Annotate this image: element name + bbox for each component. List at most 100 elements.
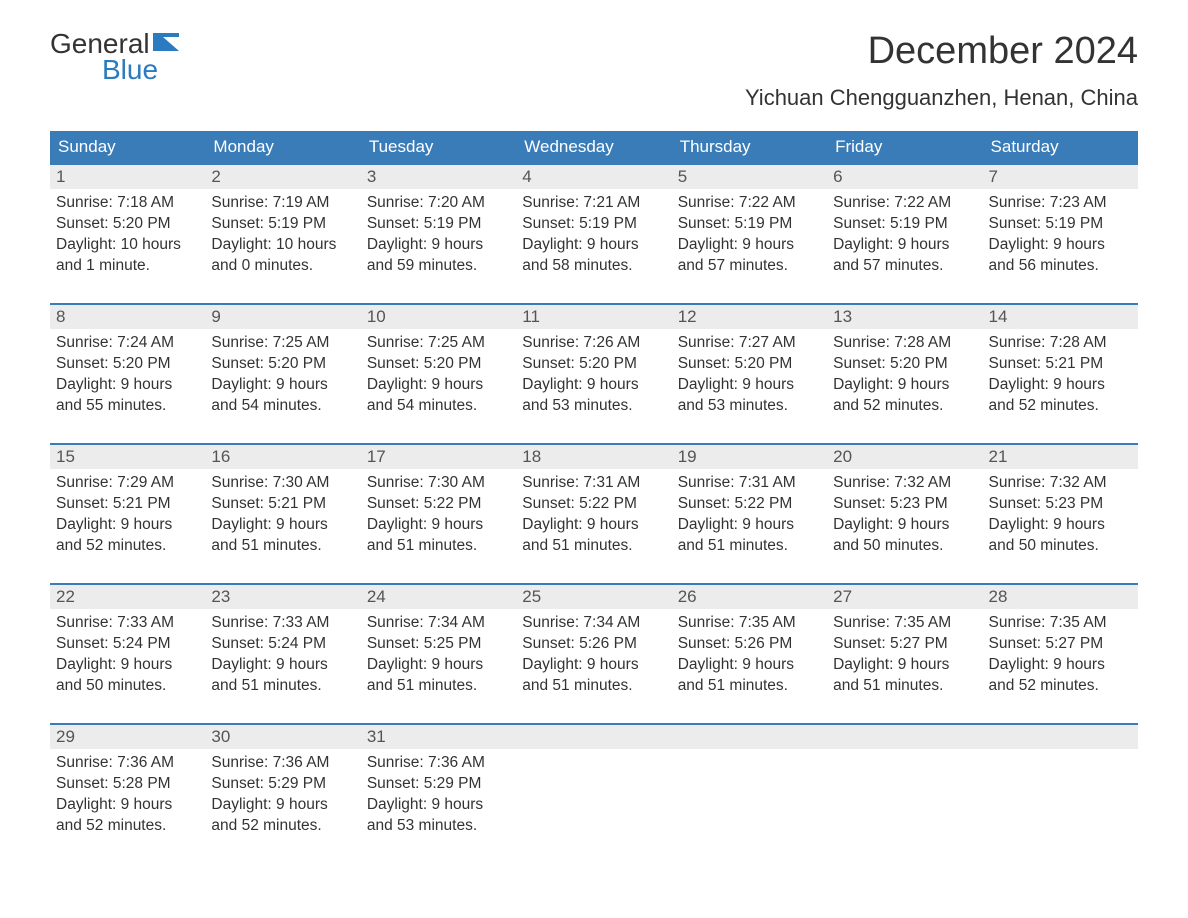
calendar-day: 13Sunrise: 7:28 AMSunset: 5:20 PMDayligh… <box>827 305 982 425</box>
page-title: December 2024 <box>745 30 1138 73</box>
dow-cell: Friday <box>827 131 982 163</box>
dow-cell: Sunday <box>50 131 205 163</box>
day-number <box>983 725 1138 749</box>
dl1-line: Daylight: 9 hours <box>211 375 354 396</box>
sunrise-line: Sunrise: 7:19 AM <box>211 193 354 214</box>
dl2-line: and 50 minutes. <box>989 536 1132 557</box>
dl2-line: and 51 minutes. <box>833 676 976 697</box>
calendar-day: 6Sunrise: 7:22 AMSunset: 5:19 PMDaylight… <box>827 165 982 285</box>
dl2-line: and 50 minutes. <box>833 536 976 557</box>
sunset-line: Sunset: 5:24 PM <box>56 634 199 655</box>
title-block: December 2024 Yichuan Chengguanzhen, Hen… <box>745 30 1138 121</box>
dow-cell: Monday <box>205 131 360 163</box>
day-body: Sunrise: 7:28 AMSunset: 5:20 PMDaylight:… <box>827 329 982 421</box>
sunset-line: Sunset: 5:26 PM <box>678 634 821 655</box>
day-body: Sunrise: 7:25 AMSunset: 5:20 PMDaylight:… <box>361 329 516 421</box>
dl2-line: and 53 minutes. <box>678 396 821 417</box>
sunrise-line: Sunrise: 7:24 AM <box>56 333 199 354</box>
sunrise-line: Sunrise: 7:36 AM <box>211 753 354 774</box>
dl1-line: Daylight: 10 hours <box>211 235 354 256</box>
calendar-day: 2Sunrise: 7:19 AMSunset: 5:19 PMDaylight… <box>205 165 360 285</box>
dl1-line: Daylight: 9 hours <box>678 655 821 676</box>
calendar-day: 23Sunrise: 7:33 AMSunset: 5:24 PMDayligh… <box>205 585 360 705</box>
day-body: Sunrise: 7:26 AMSunset: 5:20 PMDaylight:… <box>516 329 671 421</box>
dl1-line: Daylight: 9 hours <box>833 515 976 536</box>
calendar-day: 10Sunrise: 7:25 AMSunset: 5:20 PMDayligh… <box>361 305 516 425</box>
dl2-line: and 51 minutes. <box>678 536 821 557</box>
day-number: 15 <box>50 445 205 469</box>
day-number: 10 <box>361 305 516 329</box>
dl1-line: Daylight: 9 hours <box>56 795 199 816</box>
sunrise-line: Sunrise: 7:30 AM <box>211 473 354 494</box>
sunrise-line: Sunrise: 7:33 AM <box>56 613 199 634</box>
dl1-line: Daylight: 9 hours <box>989 655 1132 676</box>
dl1-line: Daylight: 9 hours <box>367 235 510 256</box>
dl1-line: Daylight: 9 hours <box>367 795 510 816</box>
sunset-line: Sunset: 5:20 PM <box>56 354 199 375</box>
day-number: 5 <box>672 165 827 189</box>
day-body: Sunrise: 7:33 AMSunset: 5:24 PMDaylight:… <box>205 609 360 701</box>
sunrise-line: Sunrise: 7:27 AM <box>678 333 821 354</box>
day-body: Sunrise: 7:36 AMSunset: 5:29 PMDaylight:… <box>205 749 360 841</box>
sunrise-line: Sunrise: 7:25 AM <box>211 333 354 354</box>
dl1-line: Daylight: 9 hours <box>989 515 1132 536</box>
sunset-line: Sunset: 5:29 PM <box>211 774 354 795</box>
dl1-line: Daylight: 9 hours <box>833 375 976 396</box>
sunrise-line: Sunrise: 7:20 AM <box>367 193 510 214</box>
day-body: Sunrise: 7:22 AMSunset: 5:19 PMDaylight:… <box>827 189 982 281</box>
day-body: Sunrise: 7:32 AMSunset: 5:23 PMDaylight:… <box>983 469 1138 561</box>
calendar-day: 29Sunrise: 7:36 AMSunset: 5:28 PMDayligh… <box>50 725 205 845</box>
calendar-day: 19Sunrise: 7:31 AMSunset: 5:22 PMDayligh… <box>672 445 827 565</box>
day-number: 12 <box>672 305 827 329</box>
dl1-line: Daylight: 9 hours <box>678 235 821 256</box>
sunset-line: Sunset: 5:23 PM <box>833 494 976 515</box>
dl2-line: and 52 minutes. <box>56 536 199 557</box>
calendar-day: 1Sunrise: 7:18 AMSunset: 5:20 PMDaylight… <box>50 165 205 285</box>
day-body: Sunrise: 7:31 AMSunset: 5:22 PMDaylight:… <box>516 469 671 561</box>
calendar-day <box>672 725 827 845</box>
day-number: 9 <box>205 305 360 329</box>
calendar: SundayMondayTuesdayWednesdayThursdayFrid… <box>50 131 1138 845</box>
calendar-day: 9Sunrise: 7:25 AMSunset: 5:20 PMDaylight… <box>205 305 360 425</box>
dow-cell: Tuesday <box>361 131 516 163</box>
sunrise-line: Sunrise: 7:30 AM <box>367 473 510 494</box>
dl2-line: and 53 minutes. <box>522 396 665 417</box>
day-number <box>516 725 671 749</box>
day-body: Sunrise: 7:35 AMSunset: 5:27 PMDaylight:… <box>827 609 982 701</box>
sunset-line: Sunset: 5:21 PM <box>211 494 354 515</box>
location-subtitle: Yichuan Chengguanzhen, Henan, China <box>745 85 1138 111</box>
calendar-day: 30Sunrise: 7:36 AMSunset: 5:29 PMDayligh… <box>205 725 360 845</box>
dl2-line: and 53 minutes. <box>367 816 510 837</box>
day-body: Sunrise: 7:33 AMSunset: 5:24 PMDaylight:… <box>50 609 205 701</box>
sunrise-line: Sunrise: 7:18 AM <box>56 193 199 214</box>
dl2-line: and 54 minutes. <box>211 396 354 417</box>
sunrise-line: Sunrise: 7:31 AM <box>522 473 665 494</box>
calendar-day: 22Sunrise: 7:33 AMSunset: 5:24 PMDayligh… <box>50 585 205 705</box>
dl1-line: Daylight: 9 hours <box>367 515 510 536</box>
dl2-line: and 52 minutes. <box>56 816 199 837</box>
day-body: Sunrise: 7:34 AMSunset: 5:25 PMDaylight:… <box>361 609 516 701</box>
sunrise-line: Sunrise: 7:22 AM <box>678 193 821 214</box>
sunrise-line: Sunrise: 7:25 AM <box>367 333 510 354</box>
dl2-line: and 51 minutes. <box>211 676 354 697</box>
day-number: 2 <box>205 165 360 189</box>
calendar-week: 8Sunrise: 7:24 AMSunset: 5:20 PMDaylight… <box>50 303 1138 425</box>
dl2-line: and 51 minutes. <box>367 676 510 697</box>
sunset-line: Sunset: 5:19 PM <box>367 214 510 235</box>
day-body: Sunrise: 7:19 AMSunset: 5:19 PMDaylight:… <box>205 189 360 281</box>
calendar-day: 16Sunrise: 7:30 AMSunset: 5:21 PMDayligh… <box>205 445 360 565</box>
dl2-line: and 51 minutes. <box>367 536 510 557</box>
sunrise-line: Sunrise: 7:26 AM <box>522 333 665 354</box>
dl1-line: Daylight: 10 hours <box>56 235 199 256</box>
day-body: Sunrise: 7:29 AMSunset: 5:21 PMDaylight:… <box>50 469 205 561</box>
sunrise-line: Sunrise: 7:29 AM <box>56 473 199 494</box>
dl2-line: and 57 minutes. <box>833 256 976 277</box>
sunrise-line: Sunrise: 7:35 AM <box>678 613 821 634</box>
day-body: Sunrise: 7:36 AMSunset: 5:29 PMDaylight:… <box>361 749 516 841</box>
day-number: 19 <box>672 445 827 469</box>
day-number: 24 <box>361 585 516 609</box>
sunset-line: Sunset: 5:19 PM <box>833 214 976 235</box>
day-body: Sunrise: 7:25 AMSunset: 5:20 PMDaylight:… <box>205 329 360 421</box>
header: General Blue December 2024 Yichuan Cheng… <box>50 30 1138 121</box>
sunset-line: Sunset: 5:27 PM <box>989 634 1132 655</box>
